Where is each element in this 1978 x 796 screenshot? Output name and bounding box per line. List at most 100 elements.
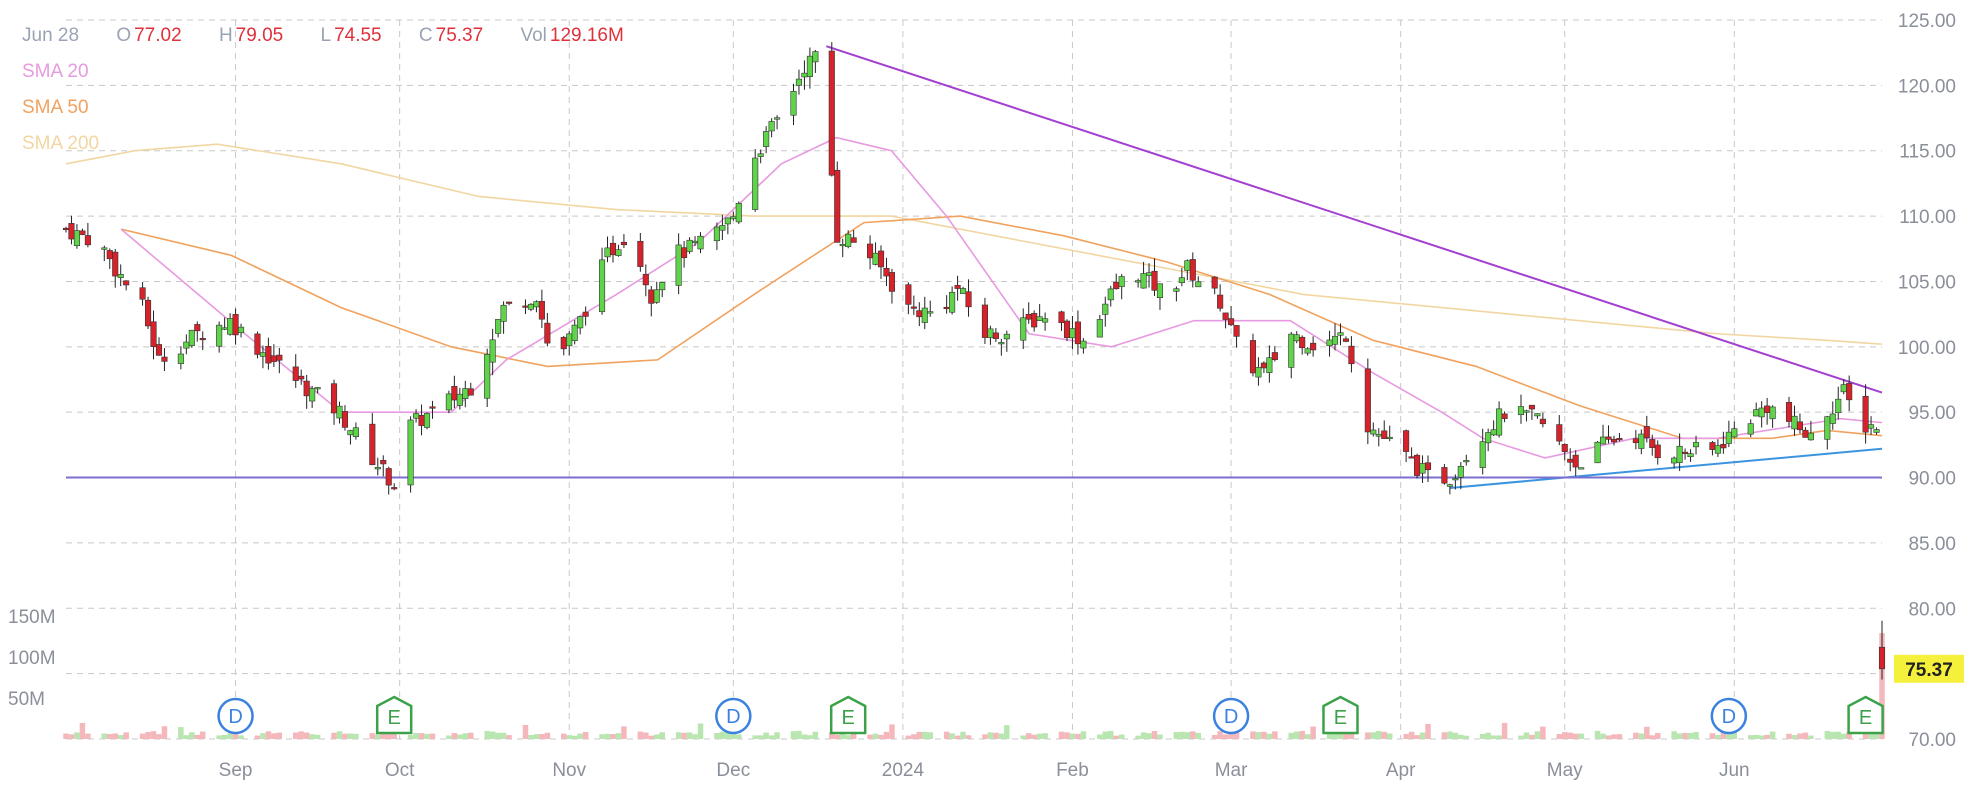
price-axis: 70.0075.0080.0085.0090.0095.00100.00105.… <box>1898 11 1956 751</box>
time-tick-label: May <box>1547 760 1583 781</box>
volume-bar <box>112 733 118 739</box>
volume-bar <box>653 734 660 739</box>
grid <box>66 19 1882 740</box>
volume-bar <box>1233 731 1240 739</box>
candle-body <box>795 78 803 86</box>
candle-body <box>237 326 245 334</box>
volume-bar <box>314 734 321 739</box>
candle-body <box>1846 383 1853 401</box>
volume-bar <box>692 734 698 739</box>
candle-body <box>598 259 606 313</box>
candle-body <box>352 427 359 438</box>
time-tick-label: Mar <box>1215 760 1248 781</box>
candle-body <box>1020 317 1027 341</box>
volume-bar <box>1107 730 1114 739</box>
candle-body <box>1523 410 1530 413</box>
candle-body <box>981 304 988 338</box>
volume-bar <box>1693 731 1699 739</box>
volume-bar <box>1326 730 1333 739</box>
volume-bar <box>1605 735 1612 739</box>
volume-bar <box>1791 735 1798 739</box>
price-tick-label: 110.00 <box>1899 207 1956 228</box>
candle-body <box>888 272 896 292</box>
volume-bar <box>1173 732 1180 739</box>
volume-bar <box>1146 733 1152 739</box>
earnings-marker-label: E <box>1334 707 1347 729</box>
volume-bar <box>561 733 567 739</box>
candle-body <box>1260 362 1267 369</box>
volume-bar <box>342 733 348 739</box>
volume-bar <box>544 732 551 739</box>
volume-axis: 150M 100M 50M <box>8 607 56 710</box>
time-axis: Sep Oct Nov Dec 2024 Feb Mar Apr May Jun <box>219 760 1750 781</box>
legend-sma50[interactable]: SMA 50 <box>22 97 89 118</box>
volume-bar <box>1600 733 1606 739</box>
candle-body <box>276 354 283 361</box>
time-tick-label: Oct <box>385 760 415 781</box>
time-tick-label: Nov <box>552 760 586 781</box>
candle-body <box>456 393 463 406</box>
volume-bar <box>506 735 512 739</box>
candle-body <box>533 301 540 308</box>
candle-body <box>1802 429 1809 438</box>
candle-body <box>1408 456 1415 459</box>
candle-body <box>68 223 75 240</box>
volume-bar <box>1802 732 1809 739</box>
candle-body <box>1610 438 1618 443</box>
readout-date: Jun 28 <box>22 25 80 46</box>
volume-bar <box>331 732 337 739</box>
volume-bar <box>954 735 961 739</box>
volume-bar <box>1726 733 1732 739</box>
volume-bar <box>725 730 731 739</box>
volume-bar <box>1140 732 1147 739</box>
volume-bar <box>117 735 124 739</box>
dividend-marker-label: D <box>228 706 242 728</box>
candle-body <box>150 321 157 347</box>
candle-body <box>1217 294 1224 309</box>
volume-bar <box>1496 735 1502 739</box>
dividend-marker-label: D <box>726 706 740 728</box>
candle-body <box>1463 460 1470 463</box>
candle-body <box>653 289 660 303</box>
candle-body <box>921 307 928 323</box>
volume-bars <box>63 633 1885 739</box>
volume-bar <box>298 731 304 739</box>
volume-bar <box>238 735 244 739</box>
candle-body <box>254 333 261 355</box>
candle-body <box>292 366 299 381</box>
candle-body <box>1769 406 1776 420</box>
candle-body <box>1118 276 1125 287</box>
legend-sma20[interactable]: SMA 20 <box>22 61 89 82</box>
volume-tick-label: 100M <box>8 648 56 669</box>
candle-body <box>259 352 266 357</box>
volume-bar <box>1720 730 1727 739</box>
volume-bar <box>960 731 966 739</box>
candle-body <box>1599 436 1607 445</box>
volume-bar <box>982 734 988 739</box>
volume-bar <box>872 733 879 739</box>
candle-body <box>183 341 190 349</box>
last-price-text: 75.37 <box>1905 660 1953 681</box>
candle-body <box>1567 458 1574 463</box>
volume-bar <box>79 722 86 739</box>
candle-body <box>1102 303 1109 315</box>
legend-sma200[interactable]: SMA 200 <box>22 133 100 154</box>
candle-body <box>905 284 912 305</box>
candle-body <box>188 329 195 347</box>
volume-bar <box>161 726 168 739</box>
candle-body <box>1337 332 1344 336</box>
volume-bar <box>1654 732 1661 739</box>
volume-bar <box>1649 735 1656 739</box>
candle-body <box>691 240 699 243</box>
candle-body <box>1747 423 1754 435</box>
candle-body <box>538 301 545 320</box>
price-tick-label: 100.00 <box>1898 338 1956 359</box>
dividend-marker <box>1212 697 1250 735</box>
candle-body <box>735 203 742 223</box>
candle-body <box>139 287 146 300</box>
candle-body <box>79 230 86 235</box>
volume-bar <box>1797 733 1803 739</box>
volume-bar <box>1031 734 1037 739</box>
